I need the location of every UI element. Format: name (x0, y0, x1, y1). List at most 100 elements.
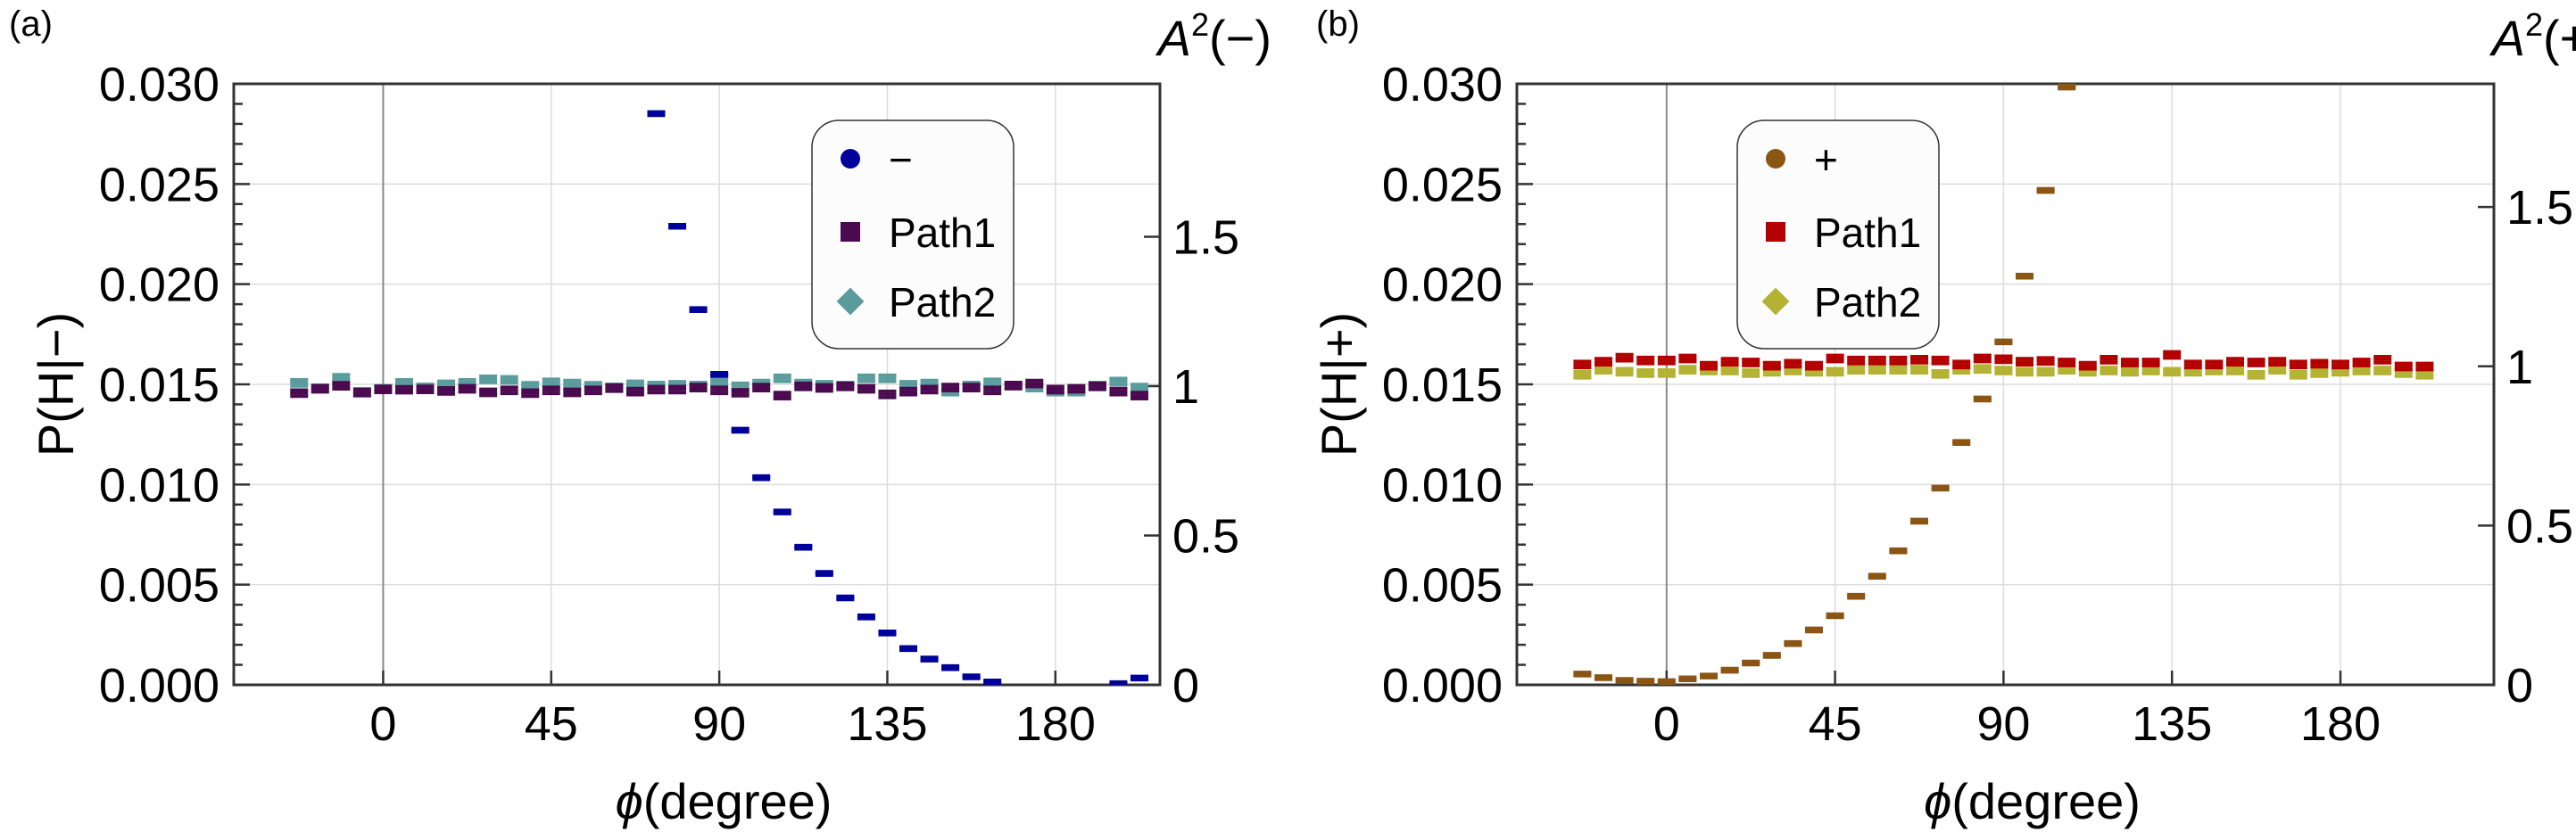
data-point (2016, 272, 2034, 280)
data-marker (1994, 358, 2013, 361)
data-point (2415, 369, 2434, 380)
data-marker (1573, 373, 1592, 376)
data-point (752, 383, 771, 392)
data-marker (794, 546, 813, 549)
data-marker (1910, 519, 1929, 523)
data-point (857, 614, 875, 621)
legend-item: Path1 (1766, 210, 1921, 256)
data-point (542, 385, 560, 396)
y-tick-label: 0.030 (1382, 58, 1503, 111)
data-point (521, 381, 540, 391)
data-point (1700, 360, 1719, 371)
y-tick-label: 0.010 (99, 458, 219, 512)
panel-a: 0.000 0.005 0.010 0.015 0.020 0.025 0.030 0 45 90… (9, 4, 1271, 829)
data-marker (1742, 371, 1760, 375)
data-point (752, 474, 771, 482)
data-marker (521, 391, 540, 395)
data-point (1784, 639, 1802, 647)
data-marker (2058, 361, 2076, 365)
data-point (1868, 355, 1886, 366)
data-marker (1109, 682, 1128, 685)
data-marker (1615, 679, 1634, 682)
data-point (2163, 350, 2182, 360)
right-axis-symbol: A (2489, 10, 2525, 66)
data-point (2016, 367, 2034, 377)
data-point (1636, 678, 1655, 685)
right-axis-tick-label: 0 (2506, 659, 2533, 713)
data-point (1805, 360, 1824, 371)
data-marker (2058, 368, 2076, 372)
data-marker (2120, 370, 2139, 374)
data-point (668, 222, 687, 230)
data-point (2120, 367, 2139, 377)
data-point (1594, 357, 1613, 367)
data-point (689, 383, 708, 392)
data-point (1636, 368, 1655, 378)
square-marker-icon (1766, 222, 1785, 242)
data-marker (1931, 358, 1950, 362)
y-tick-label: 0.030 (99, 58, 219, 111)
data-point (2141, 366, 2160, 375)
data-point (2100, 354, 2118, 365)
data-marker (2058, 86, 2076, 89)
y-tick-label: 0.015 (99, 358, 219, 412)
data-marker (2100, 358, 2118, 361)
data-marker (2289, 373, 2307, 376)
data-point (1130, 383, 1148, 392)
data-point (1678, 353, 1697, 364)
data-point (1109, 386, 1128, 397)
data-marker (710, 373, 729, 376)
y-tick-label: 0.015 (1382, 358, 1503, 412)
x-tick-label: 135 (2132, 697, 2212, 751)
data-marker (2373, 368, 2392, 372)
data-point (878, 630, 897, 637)
data-point (710, 385, 729, 396)
data-point (2415, 361, 2434, 372)
data-point (2058, 358, 2076, 367)
data-marker (416, 388, 435, 391)
data-point (1973, 353, 1992, 364)
data-point (1594, 365, 1613, 375)
diamond-marker-icon (836, 287, 865, 316)
data-marker (1784, 368, 1802, 372)
y-tick-label: 0.025 (99, 158, 219, 211)
data-point (1130, 674, 1148, 682)
data-marker (1931, 372, 1950, 375)
series-main (647, 110, 1148, 685)
legend-label: + (1814, 136, 1838, 183)
data-marker (1742, 361, 1760, 365)
data-marker (1573, 363, 1592, 367)
data-point (710, 370, 729, 378)
data-marker (1109, 380, 1128, 383)
data-marker (710, 380, 729, 383)
data-marker (1636, 358, 1655, 362)
data-marker (2352, 368, 2371, 372)
data-point (542, 377, 560, 388)
data-marker (1826, 614, 1844, 617)
legend: − Path1 Path2 (811, 119, 1015, 350)
data-marker (1742, 662, 1760, 665)
data-point (794, 543, 813, 551)
series-path1 (1573, 350, 2434, 372)
data-marker (1973, 367, 1992, 371)
data-point (1742, 659, 1760, 667)
legend-item: Path2 (836, 279, 996, 325)
panel-b: 0.000 0.005 0.010 0.015 0.020 0.025 0.030 0 45 90… (1311, 4, 2576, 829)
data-marker (983, 381, 1002, 384)
data-point (2310, 358, 2329, 369)
x-axis-unit: (degree) (1951, 773, 2141, 829)
data-marker (311, 387, 329, 391)
x-tick-label: 90 (692, 697, 746, 751)
data-marker (2163, 370, 2182, 374)
circle-marker-icon (841, 149, 860, 169)
data-marker (2100, 368, 2118, 372)
data-marker (1130, 386, 1148, 390)
data-point (625, 379, 644, 390)
data-point (1678, 365, 1697, 375)
data-point (2289, 369, 2307, 380)
x-tick-label: 45 (1809, 697, 1862, 751)
data-marker (2247, 361, 2265, 365)
data-point (2289, 359, 2307, 370)
data-point (1573, 359, 1592, 370)
data-marker (878, 631, 897, 635)
